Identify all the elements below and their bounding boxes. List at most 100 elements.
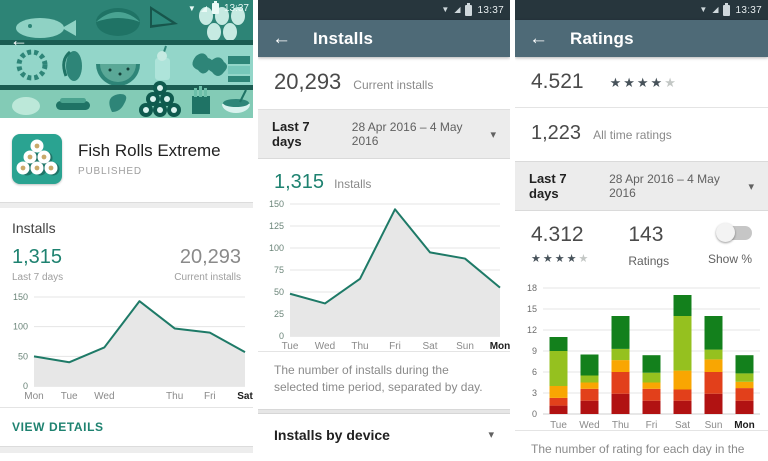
uninstalls-card: Uninstalls 1,3: [0, 453, 253, 461]
svg-text:Tue: Tue: [282, 341, 299, 352]
app-icon: [12, 134, 62, 184]
svg-text:Fri: Fri: [646, 420, 658, 431]
svg-text:Sat: Sat: [675, 420, 690, 431]
svg-text:0: 0: [532, 409, 537, 419]
wifi-icon: ▼: [187, 3, 196, 13]
range-dates: 28 Apr 2016 – 4 May 2016: [609, 172, 720, 200]
svg-text:150: 150: [13, 292, 28, 302]
svg-text:3: 3: [532, 388, 537, 398]
screen-app-overview: ▼ ◢ 13:37 ←: [0, 0, 253, 461]
svg-text:12: 12: [527, 325, 537, 335]
svg-text:6: 6: [532, 367, 537, 377]
screen-installs: ▼ ◢ 13:37 ← Installs 20,293 Current inst…: [258, 0, 510, 461]
device-row: Google Nexus 5 109 (8.28%): [258, 455, 510, 461]
installs-last7days-stat: 1,315 Last 7 days: [12, 246, 64, 283]
right-status-bar: ▼ ◢ 13:37: [515, 0, 768, 20]
view-details-button[interactable]: VIEW DETAILS: [0, 407, 253, 446]
back-icon[interactable]: ←: [529, 27, 548, 49]
date-range-selector[interactable]: Last 7 days 28 Apr 2016 – 4 May 2016 ▾: [515, 161, 768, 211]
overall-rating-row: 4.521 ★★★★★: [515, 57, 768, 108]
installs-app-bar: ← Installs: [258, 20, 510, 57]
back-icon[interactable]: ←: [10, 30, 28, 50]
svg-text:Wed: Wed: [579, 420, 599, 431]
star-rating-icons: ★★★★★: [609, 74, 678, 90]
ratings-app-bar: ← Ratings: [515, 20, 768, 57]
svg-text:Wed: Wed: [315, 341, 335, 352]
svg-text:Wed: Wed: [94, 391, 114, 402]
svg-text:Sun: Sun: [705, 420, 723, 431]
wifi-icon: ▼: [699, 5, 708, 14]
installs-metric: 1,315 Installs: [258, 159, 510, 196]
app-header-card: Fish Rolls Extreme PUBLISHED: [0, 118, 253, 203]
svg-text:15: 15: [527, 304, 537, 314]
svg-text:Sun: Sun: [456, 341, 474, 352]
period-count-stat: 143 Ratings: [628, 223, 670, 268]
signal-icon: ◢: [200, 3, 207, 13]
star-rating-icons: ★★★★★: [531, 253, 591, 265]
svg-text:Thu: Thu: [351, 341, 368, 352]
period-average-stat: 4.312 ★★★★★: [531, 223, 591, 265]
svg-text:125: 125: [269, 221, 284, 231]
chevron-down-icon: ▾: [488, 429, 494, 442]
svg-text:Fri: Fri: [204, 391, 216, 402]
svg-text:25: 25: [274, 309, 284, 319]
page-title: Ratings: [570, 28, 634, 48]
section-divider: [258, 408, 510, 414]
app-title: Fish Rolls Extreme: [78, 141, 221, 160]
period-rating-row: 4.312 ★★★★★ 143 Ratings Show %: [515, 211, 768, 278]
svg-text:Tue: Tue: [550, 420, 567, 431]
svg-text:100: 100: [13, 322, 28, 332]
chevron-down-icon: ▾: [490, 128, 496, 141]
food-illustration-banner: ▼ ◢ 13:37 ←: [0, 0, 253, 118]
svg-text:Sat: Sat: [237, 391, 253, 402]
current-installs-row: 20,293 Current installs: [258, 57, 510, 110]
alltime-ratings-value: 1,223: [531, 122, 582, 144]
svg-text:Sat: Sat: [422, 341, 437, 352]
range-dates: 28 Apr 2016 – 4 May 2016: [351, 120, 463, 148]
range-preset: Last 7 days: [272, 119, 310, 149]
svg-text:0: 0: [279, 331, 284, 341]
svg-text:150: 150: [269, 199, 284, 209]
svg-text:Tue: Tue: [61, 391, 78, 402]
installs-line-chart: 0 50 100 150 Mon Tue Wed Thu Fri Sat: [0, 285, 253, 402]
svg-text:0: 0: [23, 381, 28, 391]
screen-ratings: ▼ ◢ 13:37 ← Ratings 4.521 ★★★★★ 1,223 Al…: [515, 0, 768, 461]
app-status-badge: PUBLISHED: [78, 166, 142, 177]
installs-by-day-chart: 0 25 50 75 100 125 150 Tue Wed Thu Fri Sat Sun Mon: [258, 196, 510, 352]
svg-text:50: 50: [274, 287, 284, 297]
wifi-icon: ▼: [441, 5, 450, 14]
installs-card: Installs 1,315 Last 7 days 20,293 Curren…: [0, 208, 253, 447]
page-title: Installs: [313, 28, 374, 48]
svg-text:Mon: Mon: [24, 391, 43, 402]
svg-text:Fri: Fri: [389, 341, 401, 352]
mid-status-bar: ▼ ◢ 13:37: [258, 0, 510, 20]
show-percent-toggle[interactable]: [716, 223, 752, 242]
food-banner-art: [0, 0, 253, 118]
installs-card-heading: Installs: [12, 220, 56, 236]
ratings-per-day-chart: 0 3 6 9 12 15 18 Tue Wed Thu Fri Sat Sun Mon: [515, 278, 768, 431]
chevron-down-icon: ▾: [748, 180, 754, 193]
current-installs-label: Current installs: [353, 78, 434, 92]
installs-by-device-header[interactable]: Installs by device ▾: [258, 413, 510, 456]
svg-text:9: 9: [532, 346, 537, 356]
alltime-ratings-row: 1,223 All time ratings: [515, 108, 768, 161]
installs-caption: The number of installs during the select…: [258, 351, 510, 409]
back-icon[interactable]: ←: [272, 27, 291, 49]
svg-text:50: 50: [18, 351, 28, 361]
left-status-bar: ▼ ◢ 13:37: [187, 1, 249, 14]
clock: 13:37: [477, 4, 504, 16]
date-range-selector[interactable]: Last 7 days 28 Apr 2016 – 4 May 2016 ▾: [258, 110, 510, 159]
uninstalls-card-heading: Uninstalls: [0, 453, 253, 461]
battery-icon: [211, 1, 219, 14]
signal-icon: ◢: [712, 5, 719, 14]
svg-text:Mon: Mon: [490, 341, 510, 352]
svg-text:Thu: Thu: [612, 420, 629, 431]
battery-icon: [723, 2, 731, 16]
installs-label: Installs: [334, 177, 372, 191]
overall-rating-value: 4.521: [531, 70, 584, 93]
show-percent-control: Show %: [708, 223, 752, 266]
svg-text:75: 75: [274, 265, 284, 275]
svg-text:100: 100: [269, 243, 284, 253]
svg-text:Thu: Thu: [166, 391, 183, 402]
